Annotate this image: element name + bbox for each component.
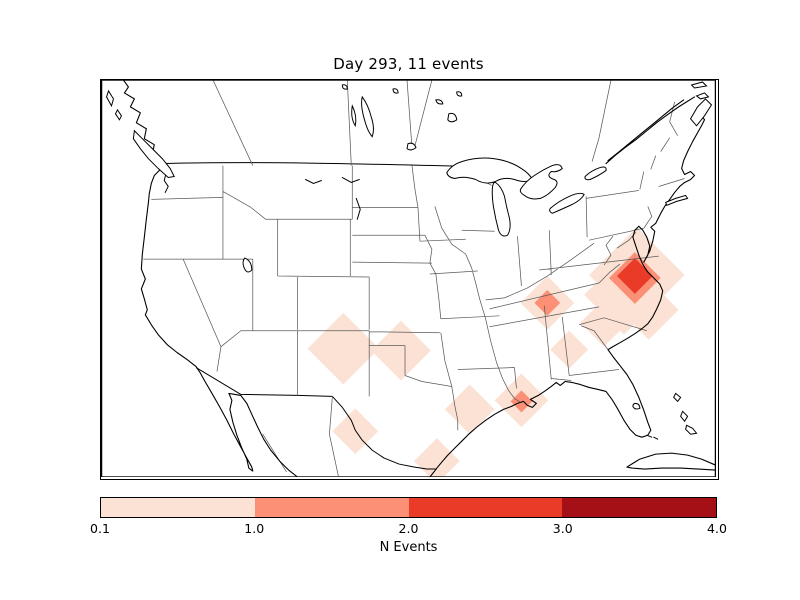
lake-nipigon xyxy=(447,112,458,123)
colorbar-tick-label: 2.0 xyxy=(398,521,419,536)
colorbar-segment xyxy=(254,498,409,517)
lake-superior xyxy=(446,157,534,184)
basemap-svg xyxy=(101,80,716,477)
event-patch xyxy=(444,384,495,435)
colorbar-label: N Events xyxy=(379,540,438,555)
lake-winnipeg xyxy=(361,95,374,138)
anticosti-island xyxy=(690,81,708,89)
lake-michigan xyxy=(491,181,511,237)
basemap-boundaries xyxy=(105,80,716,477)
lake-winnipegosis xyxy=(351,104,357,128)
puget-sound xyxy=(163,172,169,193)
us-mexico-border xyxy=(195,367,437,470)
pacific-coastline xyxy=(122,80,299,477)
small-canadian-lakes xyxy=(341,84,463,105)
lake-ontario xyxy=(584,166,607,181)
haida-gwaii-islands xyxy=(105,89,123,121)
colorbar-segment xyxy=(562,498,716,517)
chart-title: Day 293, 11 events xyxy=(333,55,484,73)
prince-edward-island xyxy=(695,92,710,100)
event-density-patches xyxy=(307,227,685,477)
colorbar-ticks: 0.1 1.0 2.0 3.0 4.0 xyxy=(90,521,727,537)
colorbar-segment xyxy=(408,498,563,517)
event-patch xyxy=(616,258,653,294)
st-lawrence-river xyxy=(605,96,696,165)
florida-keys xyxy=(646,434,659,440)
event-patch xyxy=(371,320,431,381)
lake-sakakawea xyxy=(341,177,360,184)
event-patch xyxy=(307,312,380,385)
fort-peck-lake xyxy=(305,179,322,185)
colorbar xyxy=(100,497,717,518)
colorbar-tick-label: 0.1 xyxy=(90,521,110,536)
axes-frame xyxy=(101,80,716,477)
colorbar-tick-label: 3.0 xyxy=(552,521,573,536)
bahamas-islands xyxy=(673,392,698,435)
colorbar-tick-label: 4.0 xyxy=(707,521,727,536)
colorbar-segment xyxy=(101,498,255,517)
event-patch xyxy=(332,408,379,455)
lake-of-the-woods xyxy=(406,142,417,151)
event-patch xyxy=(550,330,589,369)
state-borders xyxy=(143,80,685,477)
vancouver-island xyxy=(132,129,175,179)
map-axes xyxy=(100,79,719,480)
long-island xyxy=(665,194,689,207)
great-salt-lake xyxy=(242,257,253,273)
cuba-coastline xyxy=(626,452,716,471)
lake-okeechobee xyxy=(632,402,641,410)
colorbar-tick-label: 1.0 xyxy=(244,521,265,536)
nova-scotia xyxy=(689,98,713,127)
lake-erie xyxy=(549,192,585,214)
lake-oahe xyxy=(355,197,361,220)
lake-huron xyxy=(519,164,563,200)
event-patch xyxy=(413,438,460,477)
